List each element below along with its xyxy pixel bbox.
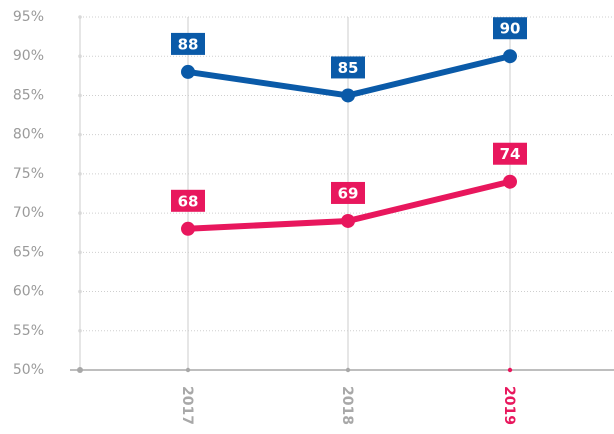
data-point	[503, 49, 517, 64]
x-tick-dot	[345, 367, 351, 373]
data-point	[181, 221, 195, 236]
data-label: 69	[338, 184, 359, 202]
data-point	[503, 174, 517, 189]
x-tick-dot	[507, 367, 513, 373]
data-point	[341, 88, 355, 103]
data-label: 88	[178, 35, 199, 53]
data-point	[341, 213, 355, 228]
data-label-box	[171, 189, 205, 212]
data-label-box	[171, 32, 205, 55]
tick-dot	[78, 211, 82, 215]
data-label: 74	[500, 145, 521, 163]
y-tick-label: 95%	[13, 9, 44, 25]
tick-dot	[78, 93, 82, 98]
tick-dot	[78, 172, 82, 176]
data-label-box	[331, 181, 365, 204]
y-tick-label: 70%	[13, 205, 44, 221]
y-tick-label: 80%	[13, 127, 44, 143]
data-label-box	[493, 142, 527, 165]
tick-dot	[78, 250, 82, 255]
tick-dot	[78, 15, 82, 19]
data-point	[181, 64, 195, 79]
y-tick-label: 50%	[13, 362, 44, 378]
data-label-box	[493, 17, 527, 40]
y-tick-label: 60%	[13, 284, 44, 300]
x-tick-label: 2019	[501, 386, 517, 425]
tick-dot	[78, 289, 82, 294]
y-tick-label: 90%	[13, 48, 44, 64]
tick-dot	[78, 328, 82, 333]
axis-dot	[77, 367, 83, 373]
y-tick-label: 85%	[13, 87, 44, 103]
y-tick-label: 75%	[13, 166, 44, 182]
data-label: 85	[338, 59, 359, 77]
y-tick-label: 55%	[13, 323, 44, 339]
x-tick-dot	[185, 367, 191, 373]
data-label: 68	[178, 192, 199, 210]
data-label-box	[331, 56, 365, 79]
data-label: 90	[500, 20, 521, 38]
x-tick-label: 2018	[339, 386, 355, 425]
y-tick-label: 65%	[13, 244, 44, 260]
x-tick-label: 2017	[179, 386, 195, 425]
tick-dot	[78, 132, 82, 137]
tick-dot	[78, 54, 82, 59]
